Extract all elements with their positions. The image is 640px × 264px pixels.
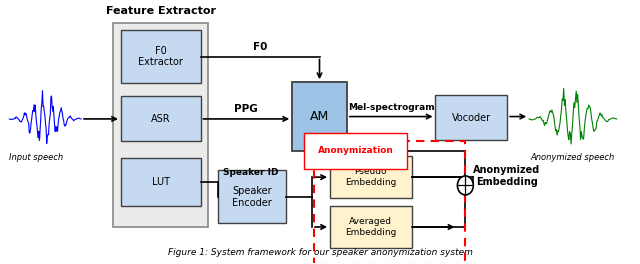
- Bar: [330, 156, 412, 199]
- Text: Vocoder: Vocoder: [452, 113, 491, 123]
- Text: Anonymized speech: Anonymized speech: [531, 153, 615, 162]
- Text: Feature Extractor: Feature Extractor: [106, 6, 216, 16]
- Text: F0: F0: [253, 42, 267, 52]
- Text: PPG: PPG: [234, 104, 258, 114]
- Circle shape: [458, 176, 474, 195]
- Text: Averaged
Embedding: Averaged Embedding: [345, 217, 396, 237]
- Bar: [292, 82, 347, 151]
- Bar: [435, 95, 507, 140]
- Bar: [121, 158, 200, 206]
- Text: ASR: ASR: [151, 114, 170, 124]
- Text: Anonymized
Embedding: Anonymized Embedding: [474, 165, 541, 187]
- Text: F0
Extractor: F0 Extractor: [138, 46, 183, 67]
- Text: Speaker
Encoder: Speaker Encoder: [232, 186, 272, 208]
- Text: Figure 1: System framework for our speaker anonymization system: Figure 1: System framework for our speak…: [168, 248, 472, 257]
- Text: Pseudo
Embedding: Pseudo Embedding: [345, 167, 396, 187]
- Text: LUT: LUT: [152, 177, 170, 187]
- Text: Anonymization: Anonymization: [318, 146, 394, 155]
- Text: Mel-spectrogram: Mel-spectrogram: [348, 103, 435, 112]
- Bar: [330, 206, 412, 248]
- FancyBboxPatch shape: [113, 23, 209, 227]
- Text: Speaker ID: Speaker ID: [223, 168, 279, 177]
- Text: Input speech: Input speech: [10, 153, 63, 162]
- Text: AM: AM: [310, 110, 329, 123]
- Bar: [121, 96, 200, 142]
- Bar: [121, 30, 200, 83]
- Bar: [218, 170, 286, 223]
